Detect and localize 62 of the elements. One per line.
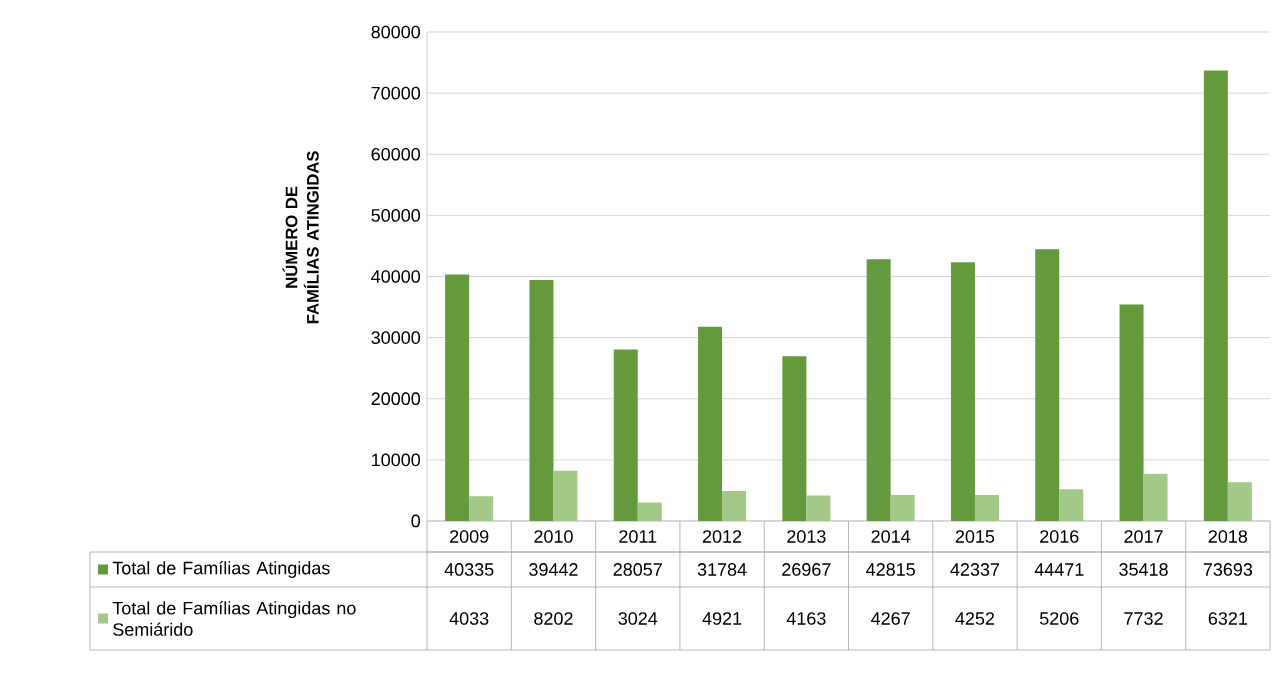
y-tick-label: 30000: [371, 331, 421, 344]
y-tick-label: 70000: [371, 86, 421, 100]
x-tick-label: 2012: [702, 530, 742, 543]
bar: [698, 326, 723, 521]
y-axis-title: NÚMERO DE FAMÍLIAS ATINGIDAS: [282, 151, 319, 324]
x-tick-label: 2016: [1040, 530, 1079, 543]
data-label: 4267: [871, 612, 910, 625]
legend-label: Total de Famílias Atingidas no Semiárido: [112, 601, 356, 636]
data-label: 42815: [866, 563, 915, 576]
data-label: 39442: [529, 563, 578, 576]
bar: [974, 495, 999, 521]
bar: [637, 502, 662, 521]
data-label: 40335: [444, 563, 494, 576]
y-tick-label: 10000: [372, 453, 421, 467]
data-label: 35418: [1119, 563, 1168, 576]
data-label: 73693: [1203, 563, 1253, 576]
bar: [1143, 473, 1168, 521]
bar: [806, 495, 831, 521]
bar: [782, 356, 807, 521]
data-label: 4252: [955, 612, 995, 625]
data-label: 4163: [786, 612, 826, 625]
y-tick-label: 80000: [371, 25, 421, 39]
data-label: 44471: [1034, 563, 1084, 576]
y-tick-label: 40000: [371, 270, 421, 283]
x-tick-label: 2014: [871, 530, 911, 543]
data-label: 26967: [782, 563, 831, 576]
data-label: 4921: [702, 612, 742, 625]
bar: [890, 494, 915, 521]
bar: [1227, 482, 1252, 521]
data-label: 42337: [950, 563, 1000, 576]
data-label: 7732: [1124, 612, 1163, 625]
bar: [1059, 489, 1084, 521]
y-tick-label: 20000: [371, 392, 421, 406]
y-tick-label: 0: [411, 514, 421, 528]
data-label: 5206: [1039, 612, 1079, 625]
x-tick-label: 2018: [1208, 530, 1248, 543]
bar: [950, 262, 975, 521]
x-tick-label: 2017: [1124, 530, 1163, 543]
data-label: 28057: [613, 563, 662, 576]
bar: [1203, 70, 1228, 521]
bar: [553, 470, 578, 521]
legend-label: Total de Famílias Atingidas: [112, 560, 330, 578]
bar: [866, 259, 891, 521]
x-tick-label: 2009: [450, 530, 489, 543]
x-tick-label: 2013: [787, 530, 826, 543]
bar: [469, 496, 494, 521]
x-tick-label: 2015: [955, 530, 995, 543]
y-tick-label: 50000: [371, 209, 421, 222]
y-tick-label: 60000: [371, 147, 421, 161]
bar: [1035, 249, 1060, 521]
data-label: 3024: [618, 612, 658, 625]
bar: [1119, 304, 1144, 521]
data-label: 8202: [534, 612, 573, 625]
data-label: 31784: [697, 563, 747, 576]
data-label: 6321: [1208, 612, 1247, 625]
x-tick-label: 2010: [534, 530, 573, 543]
bar: [445, 274, 470, 521]
bar: [529, 279, 554, 521]
x-tick-label: 2011: [619, 530, 657, 543]
bar: [613, 349, 638, 521]
bar: [722, 490, 747, 521]
data-label: 4033: [449, 612, 489, 625]
